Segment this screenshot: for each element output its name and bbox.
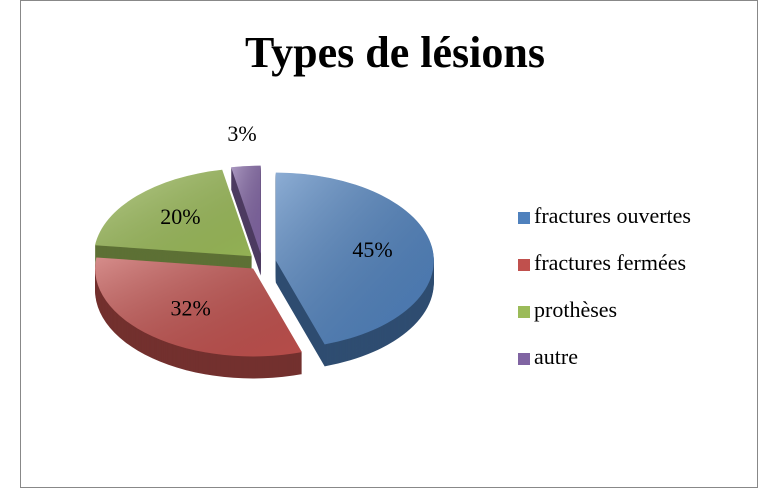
data-label: 20% <box>160 204 200 229</box>
legend-label: autre <box>534 344 578 369</box>
slice-highlight <box>95 257 302 357</box>
legend-label: prothèses <box>534 297 617 322</box>
legend-label: fractures ouvertes <box>534 203 691 228</box>
data-label: 32% <box>170 296 210 321</box>
legend-swatch <box>518 306 530 318</box>
legend-swatch <box>518 212 530 224</box>
legend-label: fractures fermées <box>534 250 686 275</box>
legend-swatch <box>518 353 530 365</box>
data-label: 3% <box>227 121 256 146</box>
data-label: 45% <box>352 237 392 262</box>
slice-highlight <box>275 172 434 345</box>
slice-highlight <box>95 169 252 257</box>
legend: fractures ouvertes fractures fermées proth… <box>518 203 691 369</box>
slice-highlight <box>231 165 261 254</box>
chart-title: Types de lésions <box>245 28 545 77</box>
legend-swatch <box>518 259 530 271</box>
pie: 45% 32% 20% 3% <box>95 121 434 379</box>
